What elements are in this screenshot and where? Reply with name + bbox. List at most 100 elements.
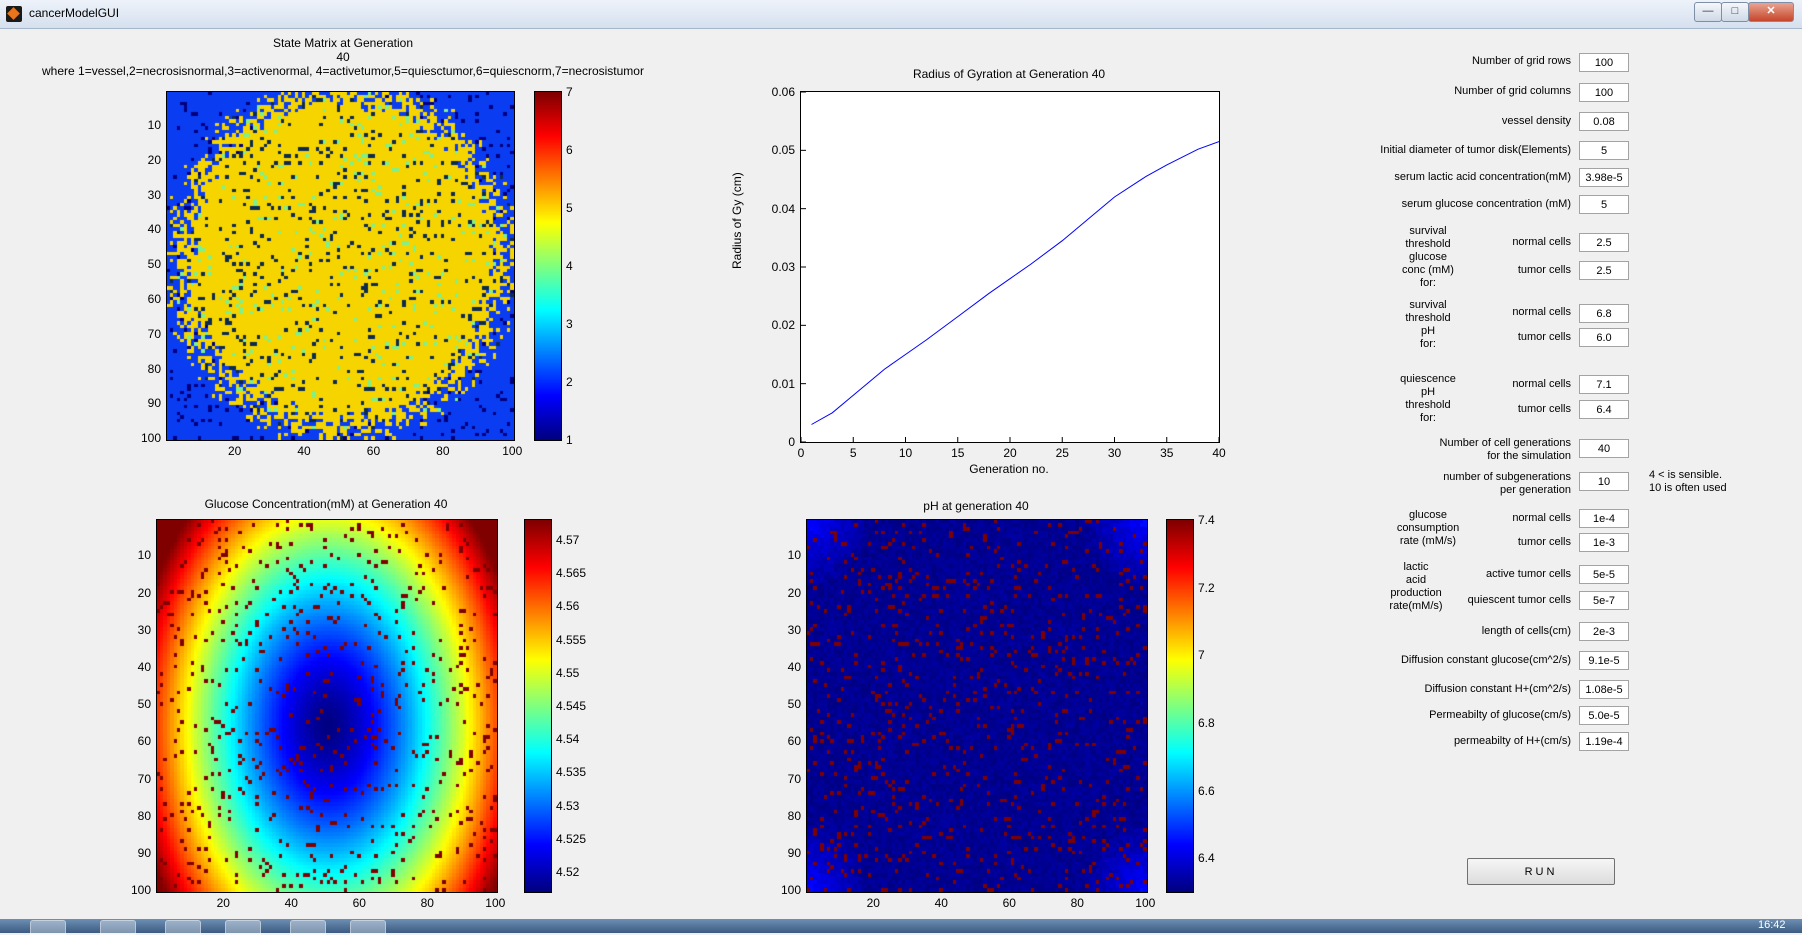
surv-ph-line: for: [1420, 338, 1436, 350]
run-button[interactable]: RUN [1467, 858, 1615, 885]
state-cbar-tick: 2 [566, 375, 573, 389]
ph-plot-title: pH at generation 40 [923, 499, 1029, 513]
state-colorbar [534, 91, 562, 441]
subgenerations-line: number of subgenerations [1443, 471, 1571, 483]
glucose-ytick: 100 [130, 883, 151, 898]
ph-ytick: 80 [787, 808, 801, 823]
state-cbar-tick: 3 [566, 317, 573, 331]
ph-xtick: 40 [934, 896, 948, 910]
glucose-ytick: 60 [137, 734, 151, 749]
ph-xtick: 20 [866, 896, 880, 910]
glucose-consumption-tumor-label: tumor cells [1517, 536, 1571, 548]
quiescence-line: quiescence [1400, 373, 1456, 385]
lactic-active-input[interactable] [1579, 565, 1629, 584]
surv-ph-normal-input[interactable] [1579, 304, 1629, 323]
lactic-production-group-label: lactic acid production rate(mM/s) [1376, 561, 1456, 613]
quiescence-line: pH [1420, 386, 1436, 398]
subgenerations-input[interactable] [1579, 472, 1629, 491]
perm-glucose-input[interactable] [1579, 706, 1629, 725]
glucose-cbar-tick: 4.535 [556, 765, 587, 780]
serum-glucose-input[interactable] [1579, 195, 1629, 214]
cell-generations-line: for the simulation [1487, 450, 1571, 462]
window-titlebar: cancerModelGUI — □ ✕ [0, 0, 1802, 29]
gyration-xtick: 30 [1107, 446, 1122, 460]
gyration-xtick: 40 [1212, 446, 1226, 460]
state-matrix-axes[interactable] [166, 91, 515, 441]
state-cbar-tick: 4 [566, 259, 573, 273]
close-button[interactable]: ✕ [1748, 2, 1794, 22]
glucose-cbar-tick: 4.555 [556, 632, 587, 647]
state-ytick: 100 [140, 431, 161, 446]
lactic-quiescent-input[interactable] [1579, 591, 1629, 610]
ph-xtick: 100 [1135, 896, 1156, 910]
diff-h-input[interactable] [1579, 680, 1629, 699]
ph-colorbar [1166, 519, 1194, 893]
window-title: cancerModelGUI [29, 6, 120, 20]
surv-glucose-tumor-input[interactable] [1579, 261, 1629, 280]
glucose-heatmap [157, 520, 497, 892]
ph-ytick: 50 [787, 697, 801, 712]
ph-ytick: 10 [787, 548, 801, 563]
glucose-cbar-tick: 4.54 [556, 732, 580, 747]
subgenerations-note-line: 4 < is sensible. [1649, 469, 1723, 481]
surv-glucose-line: survival [1409, 225, 1447, 237]
quiescence-tumor-label: tumor cells [1517, 403, 1571, 415]
serum-glucose-label: serum glucose concentration (mM) [1401, 198, 1571, 210]
vessel-density-input[interactable] [1579, 112, 1629, 131]
state-ytick: 20 [147, 152, 161, 167]
state-title-line3: where 1=vessel,2=necrosisnormal,3=active… [42, 64, 644, 78]
surv-glucose-line: conc (mM) [1402, 264, 1454, 276]
gyration-xtick: 0 [797, 446, 805, 460]
ph-ytick: 60 [787, 734, 801, 749]
state-cbar-tick: 5 [566, 201, 573, 215]
gyration-axes[interactable] [800, 91, 1220, 443]
cell-generations-input[interactable] [1579, 439, 1629, 458]
glucose-consumption-tumor-input[interactable] [1579, 533, 1629, 552]
grid-cols-input[interactable] [1579, 83, 1629, 102]
glucose-xtick: 80 [420, 896, 434, 910]
diff-glucose-input[interactable] [1579, 651, 1629, 670]
grid-rows-label: Number of grid rows [1471, 55, 1571, 67]
lactic-production-line: acid [1405, 574, 1427, 586]
gyration-ytick: 0.02 [771, 318, 795, 333]
maximize-button[interactable]: □ [1721, 2, 1749, 22]
serum-lactic-input[interactable] [1579, 168, 1629, 187]
quiescence-normal-input[interactable] [1579, 375, 1629, 394]
state-ytick: 70 [147, 326, 161, 341]
vessel-density-label: vessel density [1501, 115, 1571, 127]
glucose-plot-title: Glucose Concentration(mM) at Generation … [204, 497, 448, 511]
surv-glucose-line: threshold [1405, 238, 1451, 250]
cell-generations-line: Number of cell generations [1439, 437, 1571, 449]
tumor-diameter-input[interactable] [1579, 141, 1629, 160]
matlab-icon [6, 6, 22, 22]
ph-cbar-tick: 7 [1198, 648, 1205, 663]
gyration-ytick: 0.06 [771, 85, 795, 99]
state-ytick: 10 [147, 118, 161, 133]
quiescence-group-label: quiescence pH threshold for: [1388, 373, 1468, 425]
state-xtick: 20 [227, 444, 242, 458]
state-xtick: 60 [366, 444, 381, 458]
diff-glucose-label: Diffusion constant glucose(cm^2/s) [1400, 654, 1571, 666]
perm-h-input[interactable] [1579, 732, 1629, 751]
gyration-ytick: 0.05 [771, 143, 795, 158]
grid-rows-input[interactable] [1579, 53, 1629, 72]
glucose-cbar-tick: 4.53 [556, 798, 580, 813]
surv-glucose-line: for: [1420, 277, 1436, 289]
cell-generations-label: Number of cell generations for the simul… [1358, 437, 1571, 463]
lactic-production-line: lactic [1403, 561, 1429, 573]
subgenerations-line: per generation [1500, 484, 1571, 496]
surv-glucose-group-label: survival threshold glucose conc (mM) for… [1388, 225, 1468, 290]
surv-glucose-normal-input[interactable] [1579, 233, 1629, 252]
ph-axes[interactable] [806, 519, 1148, 893]
quiescence-tumor-input[interactable] [1579, 400, 1629, 419]
glucose-axes[interactable] [156, 519, 498, 893]
gyration-line-chart [800, 91, 1220, 443]
glucose-consumption-normal-input[interactable] [1579, 509, 1629, 528]
surv-ph-tumor-input[interactable] [1579, 328, 1629, 347]
minimize-button[interactable]: — [1694, 2, 1722, 22]
cell-length-input[interactable] [1579, 622, 1629, 641]
tumor-diameter-label: Initial diameter of tumor disk(Elements) [1380, 144, 1571, 156]
glucose-consumption-normal-label: normal cells [1512, 512, 1571, 524]
glucose-cbar-tick: 4.56 [556, 599, 580, 614]
colorbar-gradient [535, 92, 561, 440]
